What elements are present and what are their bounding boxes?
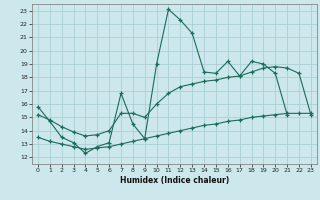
X-axis label: Humidex (Indice chaleur): Humidex (Indice chaleur) [120,176,229,185]
